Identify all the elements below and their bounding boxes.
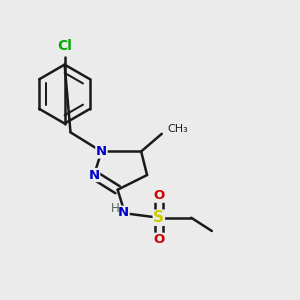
Text: O: O xyxy=(153,233,164,246)
Text: CH₃: CH₃ xyxy=(168,124,188,134)
Text: N: N xyxy=(96,145,107,158)
Text: O: O xyxy=(153,189,164,202)
Text: H: H xyxy=(111,202,120,214)
Text: N: N xyxy=(88,169,100,182)
Text: N: N xyxy=(118,206,129,219)
Text: S: S xyxy=(153,210,164,225)
Text: Cl: Cl xyxy=(57,39,72,53)
